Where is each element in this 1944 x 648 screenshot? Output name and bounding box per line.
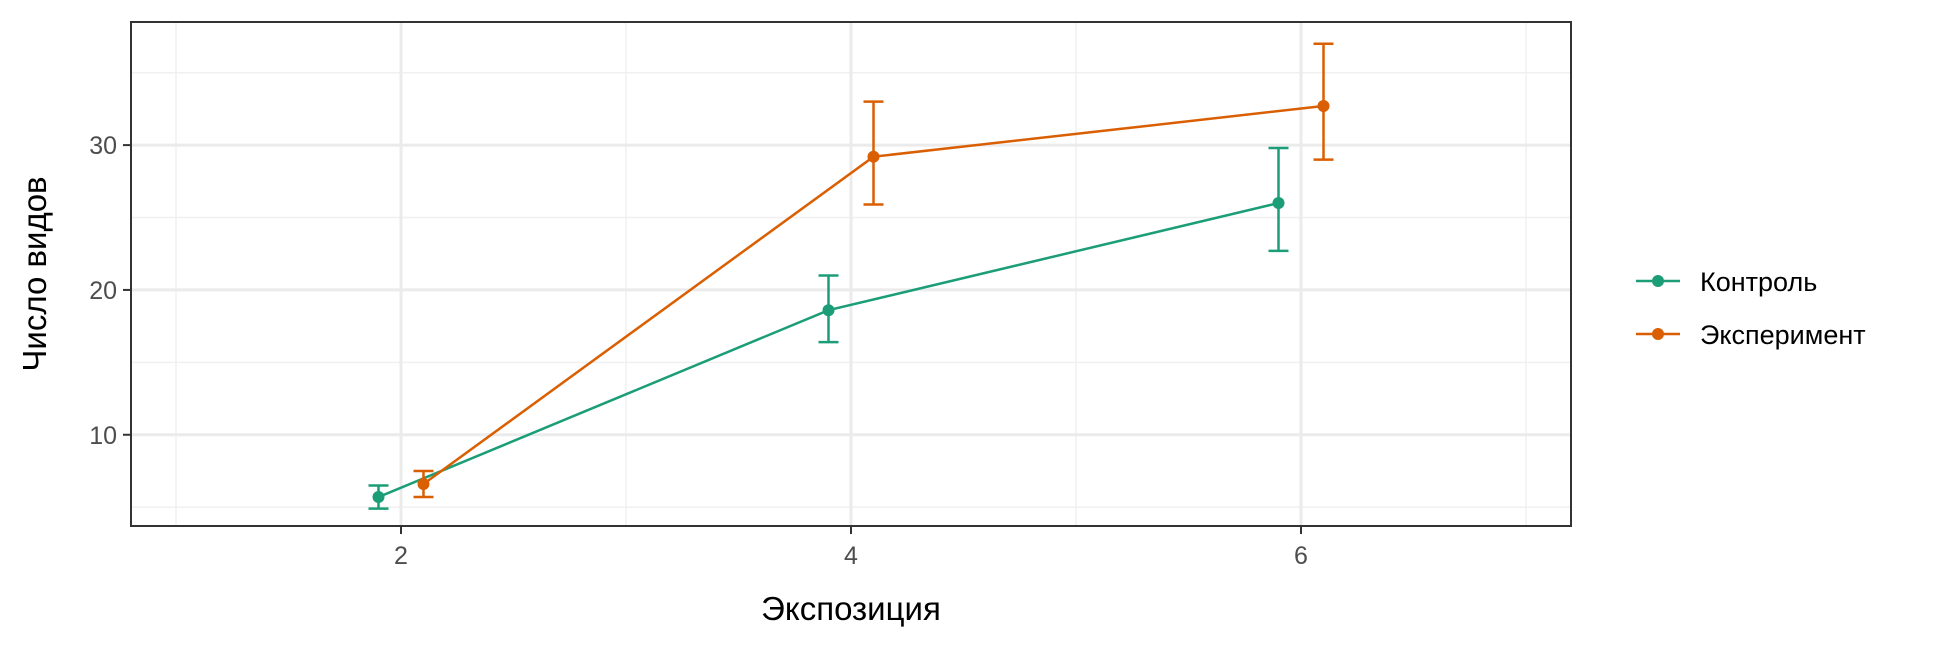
y-tick-label: 20: [89, 277, 117, 305]
series-layer: [368, 42, 1334, 510]
data-point: [1317, 100, 1330, 112]
grid: [131, 22, 1571, 526]
legend-item: Эксперимент: [1636, 320, 1866, 350]
x-tick-label: 4: [844, 542, 858, 570]
data-point: [1272, 197, 1285, 210]
x-tick-label: 2: [394, 542, 408, 570]
x-tick-label: 6: [1294, 542, 1308, 570]
data-point: [417, 478, 430, 490]
x-axis-title: Экспозиция: [761, 590, 941, 627]
data-point: [822, 304, 835, 317]
y-axis-title: Число видов: [16, 176, 53, 371]
data-point: [867, 150, 880, 163]
legend-key-point: [1652, 275, 1664, 287]
y-tick-label: 10: [89, 422, 117, 450]
axis-ticks: 2 4 6 10 20 30: [89, 132, 1308, 570]
data-point: [372, 491, 385, 504]
legend-item: Контроль: [1636, 267, 1817, 297]
legend-label: Контроль: [1700, 267, 1817, 297]
legend: Контроль Эксперимент: [1636, 267, 1866, 350]
legend-label: Эксперимент: [1700, 320, 1866, 350]
series-2: [413, 42, 1334, 499]
legend-key-point: [1652, 328, 1664, 340]
series-line: [378, 201, 1279, 499]
series-1: [368, 146, 1289, 510]
y-tick-label: 30: [89, 132, 117, 160]
